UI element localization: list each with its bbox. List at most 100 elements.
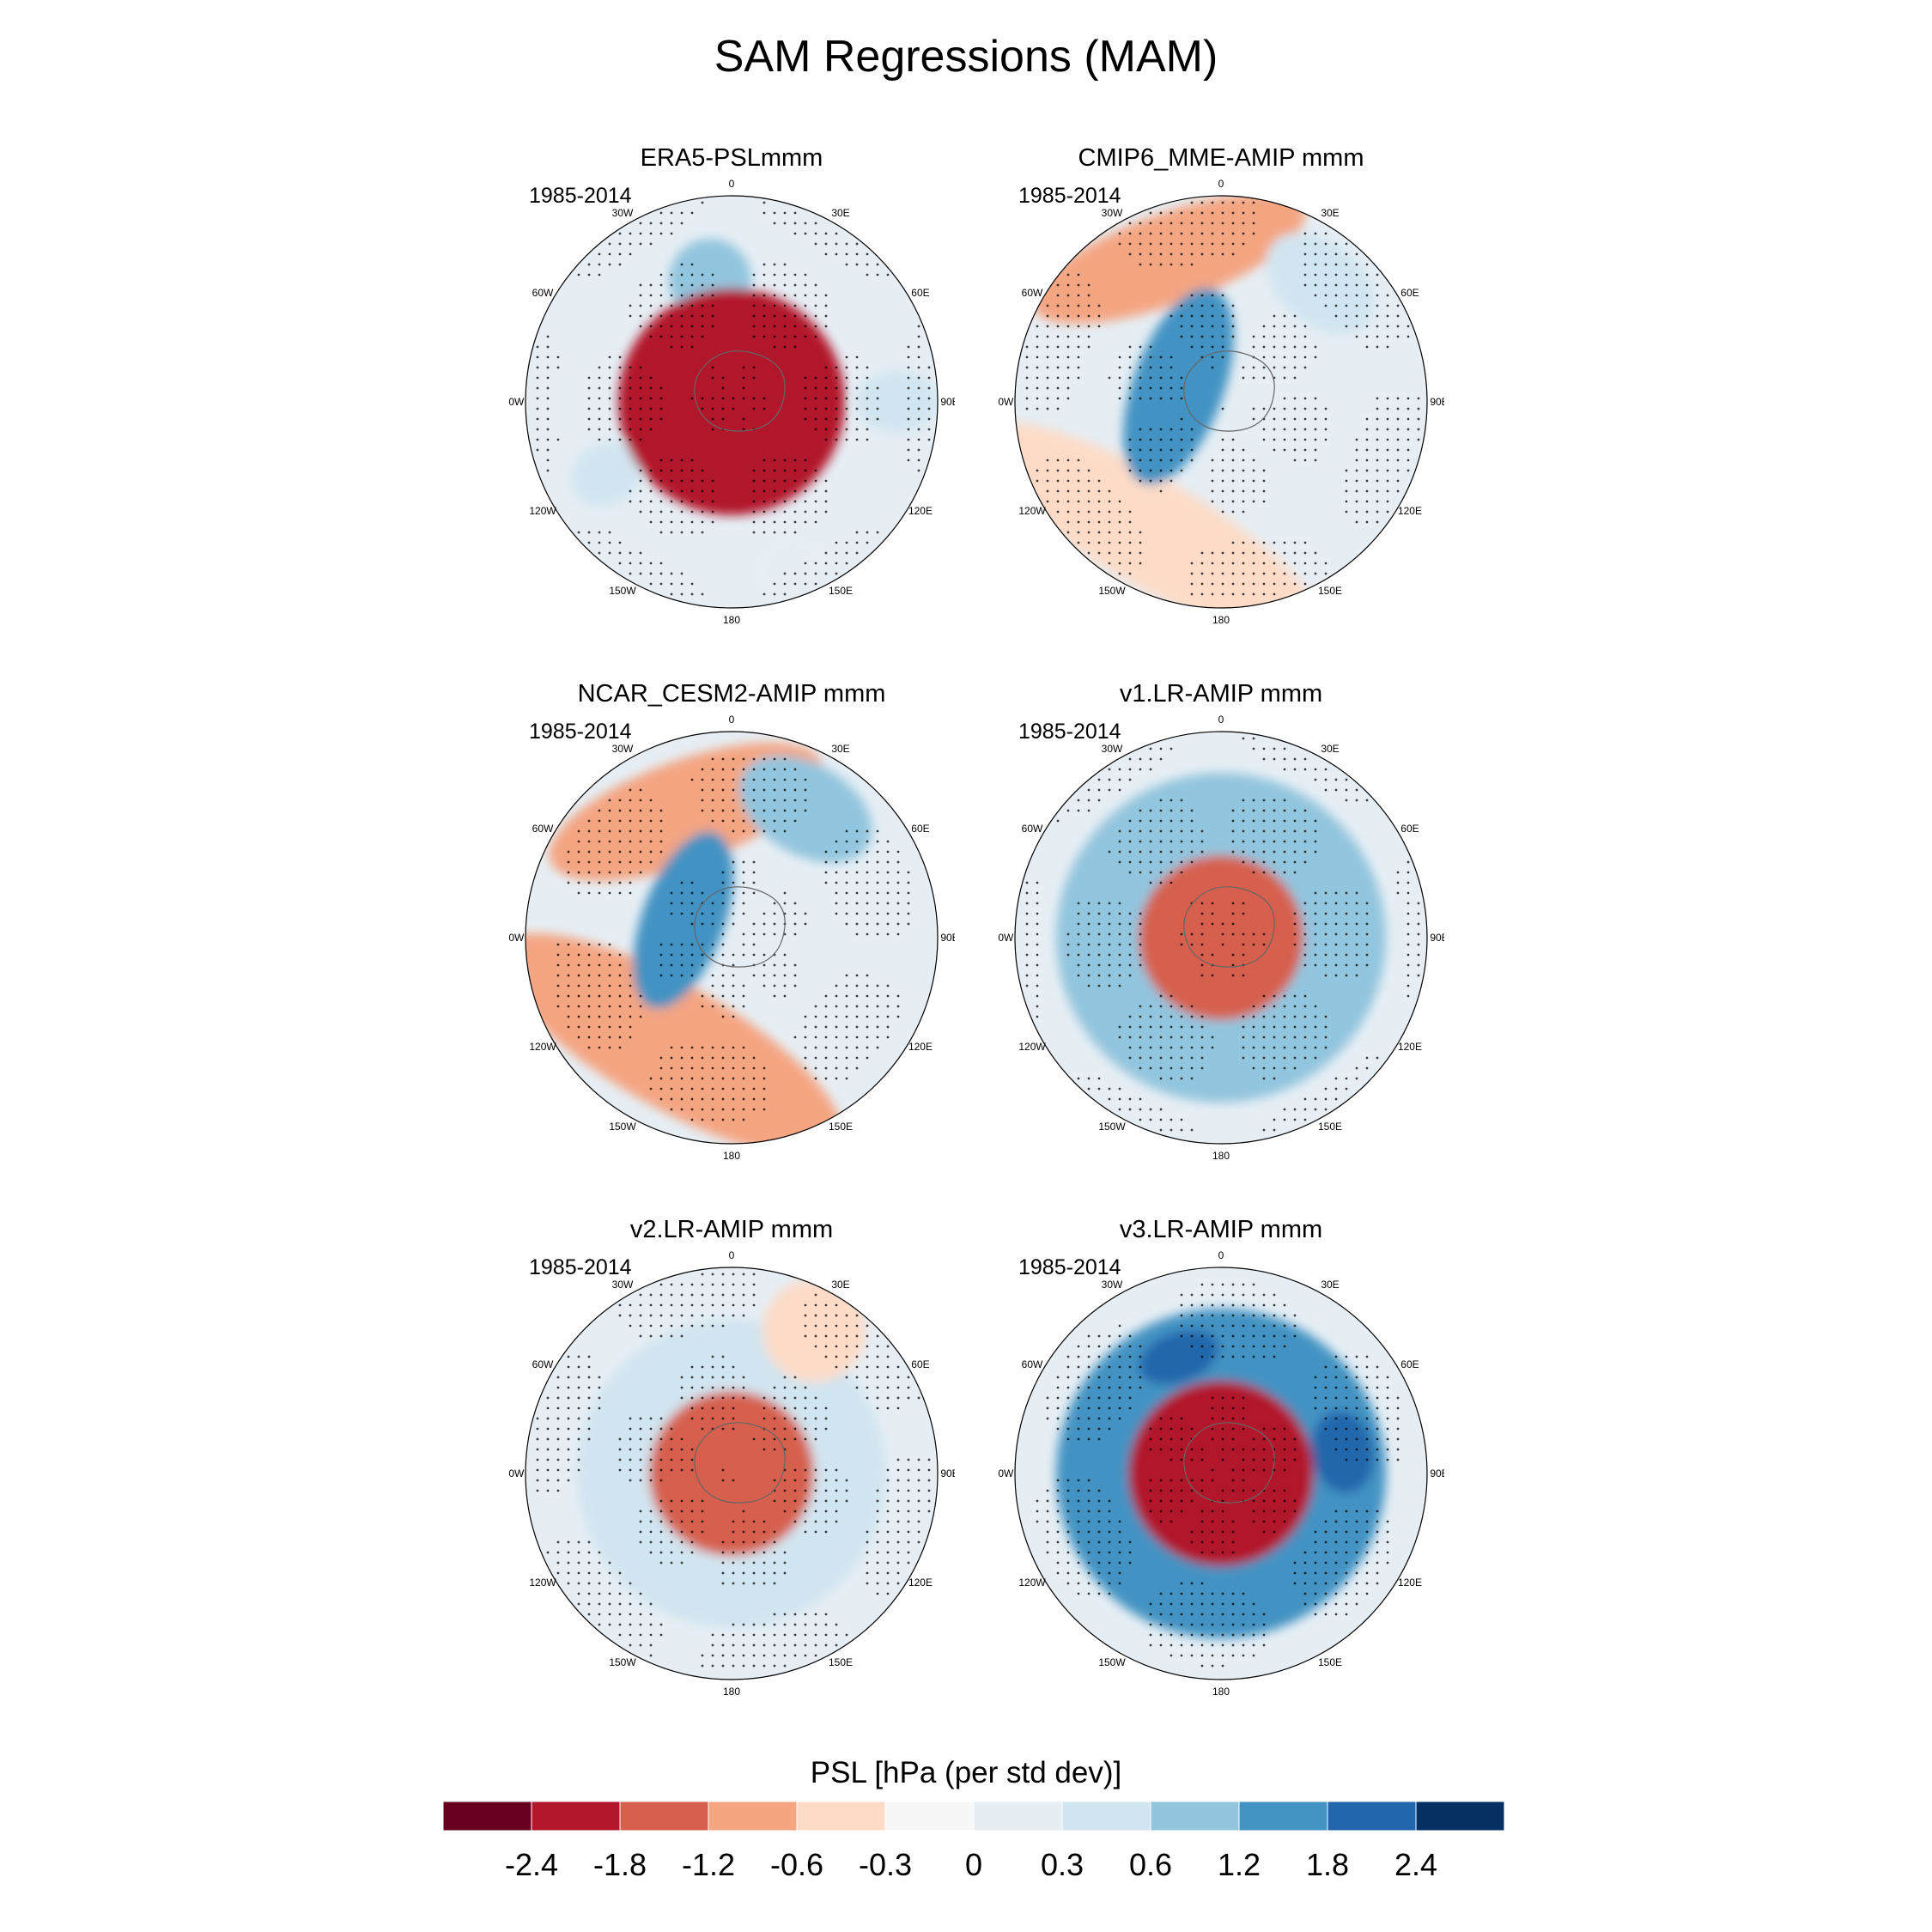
colorbar-swatch: [443, 1801, 532, 1832]
lon-label: 30W: [612, 743, 634, 755]
lon-label: 180: [723, 1150, 740, 1161]
panel-period: 1985-2014: [529, 184, 632, 208]
lon-label: 30E: [831, 207, 849, 219]
map-border: [1014, 195, 1428, 609]
coastline: [1183, 350, 1275, 432]
lon-label: 90W: [998, 1467, 1014, 1479]
lon-label: 90E: [940, 932, 955, 944]
lon-label: 120W: [1018, 505, 1046, 517]
stippling: [1025, 201, 1420, 596]
coastline: [1183, 886, 1275, 968]
panel-title: ERA5-PSLmmm: [640, 144, 823, 172]
panel-title: v3.LR-AMIP mmm: [1119, 1216, 1323, 1243]
colorbar-title: PSL [hPa (per std dev)]: [810, 1756, 1122, 1789]
panel-cesm2: NCAR_CESM2-AMIP mmm 1985-2014 0 30E 60E 90E…: [508, 680, 955, 1161]
lon-label: 90E: [1430, 1467, 1444, 1479]
lon-label: 0: [729, 714, 735, 726]
regression-blob: [1266, 233, 1375, 335]
lon-label: 90W: [998, 396, 1014, 408]
lon-label: 150W: [609, 1121, 636, 1133]
regression-blob: [1139, 855, 1303, 1020]
colorbar-swatch: [973, 1801, 1063, 1832]
lon-label: 30E: [831, 1279, 849, 1291]
regression-blob: [526, 933, 842, 1144]
colorbar-tick-label: 0.3: [1041, 1847, 1084, 1882]
lon-label: 120E: [908, 505, 933, 517]
map-border: [525, 1267, 939, 1680]
stippling: [536, 201, 931, 596]
lon-label: 60E: [1400, 1358, 1419, 1370]
lon-label: 60W: [1022, 823, 1043, 835]
lon-label: 120E: [1398, 505, 1422, 517]
lon-label: 120E: [1398, 1041, 1422, 1053]
colorbar-swatch: [531, 1801, 621, 1832]
regression-blob: [855, 371, 938, 433]
colorbar-tick-label: 1.8: [1306, 1847, 1349, 1882]
coastline: [694, 1422, 786, 1504]
regression-blob: [1122, 288, 1234, 485]
lon-label: 180: [723, 614, 740, 625]
lon-label: 60W: [1022, 1358, 1043, 1370]
lon-label: 30W: [1102, 1279, 1123, 1291]
map-border: [1014, 1267, 1428, 1680]
colorbar-tick-label: 0: [965, 1847, 982, 1882]
lon-label: 120E: [1398, 1577, 1422, 1589]
colorbar-swatch: [1061, 1801, 1151, 1832]
map-border: [525, 195, 939, 609]
lon-label: 90W: [508, 1467, 525, 1479]
panel-v2: v2.LR-AMIP mmm 1985-2014 0 30E 60E 90E 120E 1…: [508, 1216, 955, 1697]
lon-label: 180: [1212, 1150, 1230, 1161]
lon-label: 90W: [508, 396, 525, 408]
lon-label: 180: [1212, 614, 1230, 625]
regression-blob: [762, 1279, 866, 1382]
polar-map: 0 30E 60E 90E 120E 150E 180 150W 120W 90W 60W 30W: [508, 714, 955, 1161]
lon-label: 120W: [1018, 1041, 1046, 1053]
coastline: [694, 886, 786, 968]
lon-label: 90W: [998, 932, 1014, 944]
colorbar-tick-label: 1.2: [1218, 1847, 1261, 1882]
lon-label: 150E: [1318, 1656, 1342, 1668]
panel-era5: ERA5-PSLmmm 1985-2014 0 30E 60E 90E 120E 150E…: [508, 144, 955, 625]
lon-label: 120W: [529, 505, 556, 517]
lon-label: 150W: [1098, 1121, 1126, 1133]
lon-label: 30E: [831, 743, 849, 755]
panel-title: CMIP6_MME-AMIP mmm: [1078, 144, 1364, 172]
lon-label: 150E: [1318, 585, 1342, 597]
colorbar-swatch: [1238, 1801, 1328, 1832]
lon-label: 60W: [532, 1358, 554, 1370]
polar-map: 0 30E 60E 90E 120E 150E 180 150W 120W 90W 60W 30W: [998, 1250, 1444, 1697]
lon-label: 150E: [1318, 1121, 1342, 1133]
lon-label: 150E: [829, 1121, 853, 1133]
lon-label: 30E: [1321, 743, 1339, 755]
lon-label: 60E: [1400, 823, 1419, 835]
lon-label: 0: [1218, 179, 1224, 190]
lon-label: 60E: [911, 823, 929, 835]
lon-label: 180: [723, 1686, 740, 1697]
lon-label: 90E: [940, 1467, 955, 1479]
stippling: [1025, 737, 1420, 1132]
lon-label: 30W: [612, 1279, 634, 1291]
colorbar-tick-label: -1.2: [682, 1847, 735, 1882]
lon-label: 120W: [1018, 1577, 1046, 1589]
panel-v3: v3.LR-AMIP mmm 1985-2014 0 30E 60E 90E 120E 1…: [998, 1216, 1444, 1697]
colorbar-tick-label: 0.6: [1129, 1847, 1172, 1882]
polar-map: 0 30E 60E 90E 120E 150E 180 150W 120W 90W 60W 30W: [998, 179, 1444, 625]
lon-label: 30W: [1102, 207, 1123, 219]
lon-label: 60W: [1022, 287, 1043, 299]
colorbar-swatch: [884, 1801, 975, 1832]
lon-label: 90W: [508, 932, 525, 944]
colorbar: -2.4 -1.8 -1.2 -0.6 -0.3 0 0.3 0.6 1.2 1.8 2.4: [443, 1801, 1504, 1882]
lon-label: 150E: [829, 1656, 853, 1668]
panel-title: v2.LR-AMIP mmm: [629, 1216, 834, 1243]
lon-label: 30W: [1102, 743, 1123, 755]
colorbar-swatch: [708, 1801, 798, 1832]
lon-label: 30E: [1321, 1279, 1339, 1291]
lon-label: 60E: [911, 287, 929, 299]
lon-label: 150W: [609, 585, 636, 597]
colorbar-tick-label: -0.6: [770, 1847, 823, 1882]
panel-period: 1985-2014: [1018, 184, 1121, 208]
figure-title: SAM Regressions (MAM): [714, 32, 1218, 82]
lon-label: 120E: [908, 1041, 933, 1053]
colorbar-tick-label: 2.4: [1394, 1847, 1437, 1882]
lon-label: 150W: [609, 1656, 636, 1668]
